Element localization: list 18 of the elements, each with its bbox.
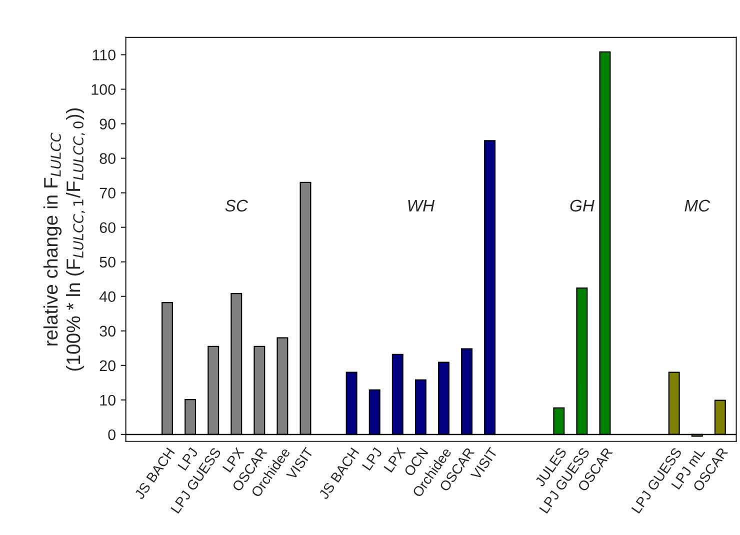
y-tick-label: 60	[100, 222, 116, 234]
y-tick-label: 110	[92, 50, 116, 60]
y-tick-label: 0	[108, 429, 116, 440]
y-tick-label: 50	[100, 256, 116, 268]
annotation: SC	[225, 200, 248, 212]
y-tick-label: 10	[100, 394, 116, 406]
y-tick-label: 80	[100, 153, 116, 164]
y-tick-label: 20	[100, 360, 116, 372]
y-tick-label: 30	[100, 326, 116, 337]
y-tick-label: 90	[100, 118, 116, 130]
x-tick-label: LPJ	[362, 447, 382, 471]
y-tick-label: 100	[92, 84, 116, 95]
annotation: WH	[408, 200, 435, 212]
y-tick-label: 70	[100, 188, 116, 198]
annotation: GH	[570, 200, 594, 212]
text: relative change in F$_{LULCC}$ (100% * ln (F$_{LULCC,1}$/F$_{LULCC,0}$))	[43, 108, 85, 371]
annotation: MC	[684, 200, 710, 212]
y-tick-label: 40	[99, 291, 116, 302]
